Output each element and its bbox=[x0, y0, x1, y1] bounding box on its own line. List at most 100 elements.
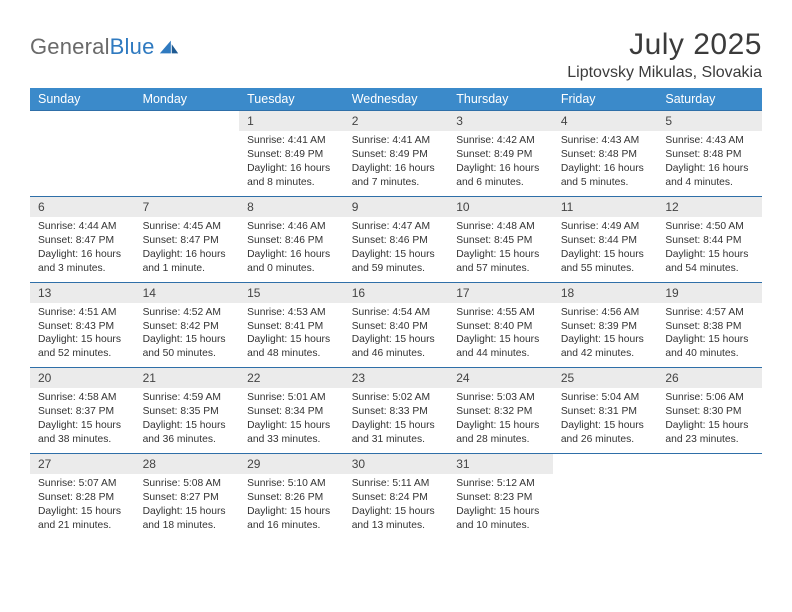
sunrise-line: Sunrise: 5:04 AM bbox=[561, 391, 652, 405]
day-cell: Sunrise: 4:44 AMSunset: 8:47 PMDaylight:… bbox=[30, 217, 135, 282]
day-cell: Sunrise: 4:52 AMSunset: 8:42 PMDaylight:… bbox=[135, 303, 240, 368]
sunrise-line: Sunrise: 4:41 AM bbox=[352, 134, 443, 148]
sunset-line: Sunset: 8:48 PM bbox=[665, 148, 756, 162]
weekday-header: Saturday bbox=[657, 88, 762, 111]
daylight-line: Daylight: 16 hours and 6 minutes. bbox=[456, 162, 547, 190]
sunset-line: Sunset: 8:44 PM bbox=[561, 234, 652, 248]
sunset-line: Sunset: 8:47 PM bbox=[143, 234, 234, 248]
daylight-line: Daylight: 16 hours and 3 minutes. bbox=[38, 248, 129, 276]
sunrise-line: Sunrise: 5:08 AM bbox=[143, 477, 234, 491]
day-cell: Sunrise: 4:53 AMSunset: 8:41 PMDaylight:… bbox=[239, 303, 344, 368]
weekday-header: Sunday bbox=[30, 88, 135, 111]
calendar-table: SundayMondayTuesdayWednesdayThursdayFrid… bbox=[30, 88, 762, 539]
day-cell: Sunrise: 4:48 AMSunset: 8:45 PMDaylight:… bbox=[448, 217, 553, 282]
sunset-line: Sunset: 8:30 PM bbox=[665, 405, 756, 419]
sunrise-line: Sunrise: 4:49 AM bbox=[561, 220, 652, 234]
sunset-line: Sunset: 8:41 PM bbox=[247, 320, 338, 334]
day-number-cell: 11 bbox=[553, 196, 658, 217]
day-cell: Sunrise: 5:02 AMSunset: 8:33 PMDaylight:… bbox=[344, 388, 449, 453]
empty-cell bbox=[553, 474, 658, 539]
day-number-cell: 10 bbox=[448, 196, 553, 217]
sunrise-line: Sunrise: 4:44 AM bbox=[38, 220, 129, 234]
daylight-line: Daylight: 15 hours and 10 minutes. bbox=[456, 505, 547, 533]
empty-cell bbox=[135, 111, 240, 132]
sunrise-line: Sunrise: 4:43 AM bbox=[561, 134, 652, 148]
sunrise-line: Sunrise: 5:07 AM bbox=[38, 477, 129, 491]
weekday-header: Tuesday bbox=[239, 88, 344, 111]
sunrise-line: Sunrise: 4:47 AM bbox=[352, 220, 443, 234]
daylight-line: Daylight: 16 hours and 8 minutes. bbox=[247, 162, 338, 190]
empty-cell bbox=[30, 111, 135, 132]
sunrise-line: Sunrise: 4:57 AM bbox=[665, 306, 756, 320]
logo-sail-icon bbox=[158, 38, 180, 56]
sunrise-line: Sunrise: 4:55 AM bbox=[456, 306, 547, 320]
day-content-row: Sunrise: 5:07 AMSunset: 8:28 PMDaylight:… bbox=[30, 474, 762, 539]
sunset-line: Sunset: 8:38 PM bbox=[665, 320, 756, 334]
daylight-line: Daylight: 16 hours and 0 minutes. bbox=[247, 248, 338, 276]
weekday-header: Friday bbox=[553, 88, 658, 111]
day-number-cell: 20 bbox=[30, 368, 135, 389]
day-cell: Sunrise: 4:58 AMSunset: 8:37 PMDaylight:… bbox=[30, 388, 135, 453]
sunrise-line: Sunrise: 5:10 AM bbox=[247, 477, 338, 491]
sunrise-line: Sunrise: 5:02 AM bbox=[352, 391, 443, 405]
sunrise-line: Sunrise: 4:42 AM bbox=[456, 134, 547, 148]
empty-cell bbox=[553, 454, 658, 475]
daylight-line: Daylight: 15 hours and 55 minutes. bbox=[561, 248, 652, 276]
day-cell: Sunrise: 4:47 AMSunset: 8:46 PMDaylight:… bbox=[344, 217, 449, 282]
title-block: July 2025 Liptovsky Mikulas, Slovakia bbox=[567, 28, 762, 82]
day-number-cell: 19 bbox=[657, 282, 762, 303]
day-content-row: Sunrise: 4:41 AMSunset: 8:49 PMDaylight:… bbox=[30, 131, 762, 196]
weekday-header: Monday bbox=[135, 88, 240, 111]
day-number-cell: 16 bbox=[344, 282, 449, 303]
day-number-cell: 6 bbox=[30, 196, 135, 217]
sunrise-line: Sunrise: 4:45 AM bbox=[143, 220, 234, 234]
daylight-line: Daylight: 15 hours and 28 minutes. bbox=[456, 419, 547, 447]
day-cell: Sunrise: 5:03 AMSunset: 8:32 PMDaylight:… bbox=[448, 388, 553, 453]
daylight-line: Daylight: 15 hours and 59 minutes. bbox=[352, 248, 443, 276]
sunset-line: Sunset: 8:49 PM bbox=[352, 148, 443, 162]
day-number-cell: 5 bbox=[657, 111, 762, 132]
sunset-line: Sunset: 8:23 PM bbox=[456, 491, 547, 505]
sunset-line: Sunset: 8:42 PM bbox=[143, 320, 234, 334]
logo-text: GeneralBlue bbox=[30, 34, 155, 60]
day-number-cell: 18 bbox=[553, 282, 658, 303]
daylight-line: Daylight: 15 hours and 40 minutes. bbox=[665, 333, 756, 361]
daylight-line: Daylight: 15 hours and 33 minutes. bbox=[247, 419, 338, 447]
sunrise-line: Sunrise: 4:56 AM bbox=[561, 306, 652, 320]
sunset-line: Sunset: 8:28 PM bbox=[38, 491, 129, 505]
day-number-cell: 9 bbox=[344, 196, 449, 217]
daylight-line: Daylight: 15 hours and 50 minutes. bbox=[143, 333, 234, 361]
location: Liptovsky Mikulas, Slovakia bbox=[567, 64, 762, 82]
day-cell: Sunrise: 4:55 AMSunset: 8:40 PMDaylight:… bbox=[448, 303, 553, 368]
sunrise-line: Sunrise: 4:48 AM bbox=[456, 220, 547, 234]
daylight-line: Daylight: 15 hours and 21 minutes. bbox=[38, 505, 129, 533]
day-number-row: 13141516171819 bbox=[30, 282, 762, 303]
day-number-cell: 21 bbox=[135, 368, 240, 389]
day-number-cell: 14 bbox=[135, 282, 240, 303]
day-number-row: 2728293031 bbox=[30, 454, 762, 475]
sunrise-line: Sunrise: 4:51 AM bbox=[38, 306, 129, 320]
logo-text-blue: Blue bbox=[110, 34, 155, 59]
header: GeneralBlue July 2025 Liptovsky Mikulas,… bbox=[30, 28, 762, 82]
sunrise-line: Sunrise: 4:59 AM bbox=[143, 391, 234, 405]
day-cell: Sunrise: 4:42 AMSunset: 8:49 PMDaylight:… bbox=[448, 131, 553, 196]
sunset-line: Sunset: 8:49 PM bbox=[247, 148, 338, 162]
daylight-line: Daylight: 15 hours and 26 minutes. bbox=[561, 419, 652, 447]
day-cell: Sunrise: 4:45 AMSunset: 8:47 PMDaylight:… bbox=[135, 217, 240, 282]
sunrise-line: Sunrise: 4:53 AM bbox=[247, 306, 338, 320]
daylight-line: Daylight: 15 hours and 57 minutes. bbox=[456, 248, 547, 276]
day-number-cell: 3 bbox=[448, 111, 553, 132]
sunrise-line: Sunrise: 5:12 AM bbox=[456, 477, 547, 491]
sunrise-line: Sunrise: 5:11 AM bbox=[352, 477, 443, 491]
day-number-cell: 24 bbox=[448, 368, 553, 389]
daylight-line: Daylight: 15 hours and 44 minutes. bbox=[456, 333, 547, 361]
day-cell: Sunrise: 4:56 AMSunset: 8:39 PMDaylight:… bbox=[553, 303, 658, 368]
day-content-row: Sunrise: 4:58 AMSunset: 8:37 PMDaylight:… bbox=[30, 388, 762, 453]
sunrise-line: Sunrise: 4:50 AM bbox=[665, 220, 756, 234]
day-number-cell: 1 bbox=[239, 111, 344, 132]
sunrise-line: Sunrise: 5:03 AM bbox=[456, 391, 547, 405]
sunset-line: Sunset: 8:24 PM bbox=[352, 491, 443, 505]
calendar-page: GeneralBlue July 2025 Liptovsky Mikulas,… bbox=[0, 0, 792, 559]
sunset-line: Sunset: 8:39 PM bbox=[561, 320, 652, 334]
day-number-cell: 25 bbox=[553, 368, 658, 389]
